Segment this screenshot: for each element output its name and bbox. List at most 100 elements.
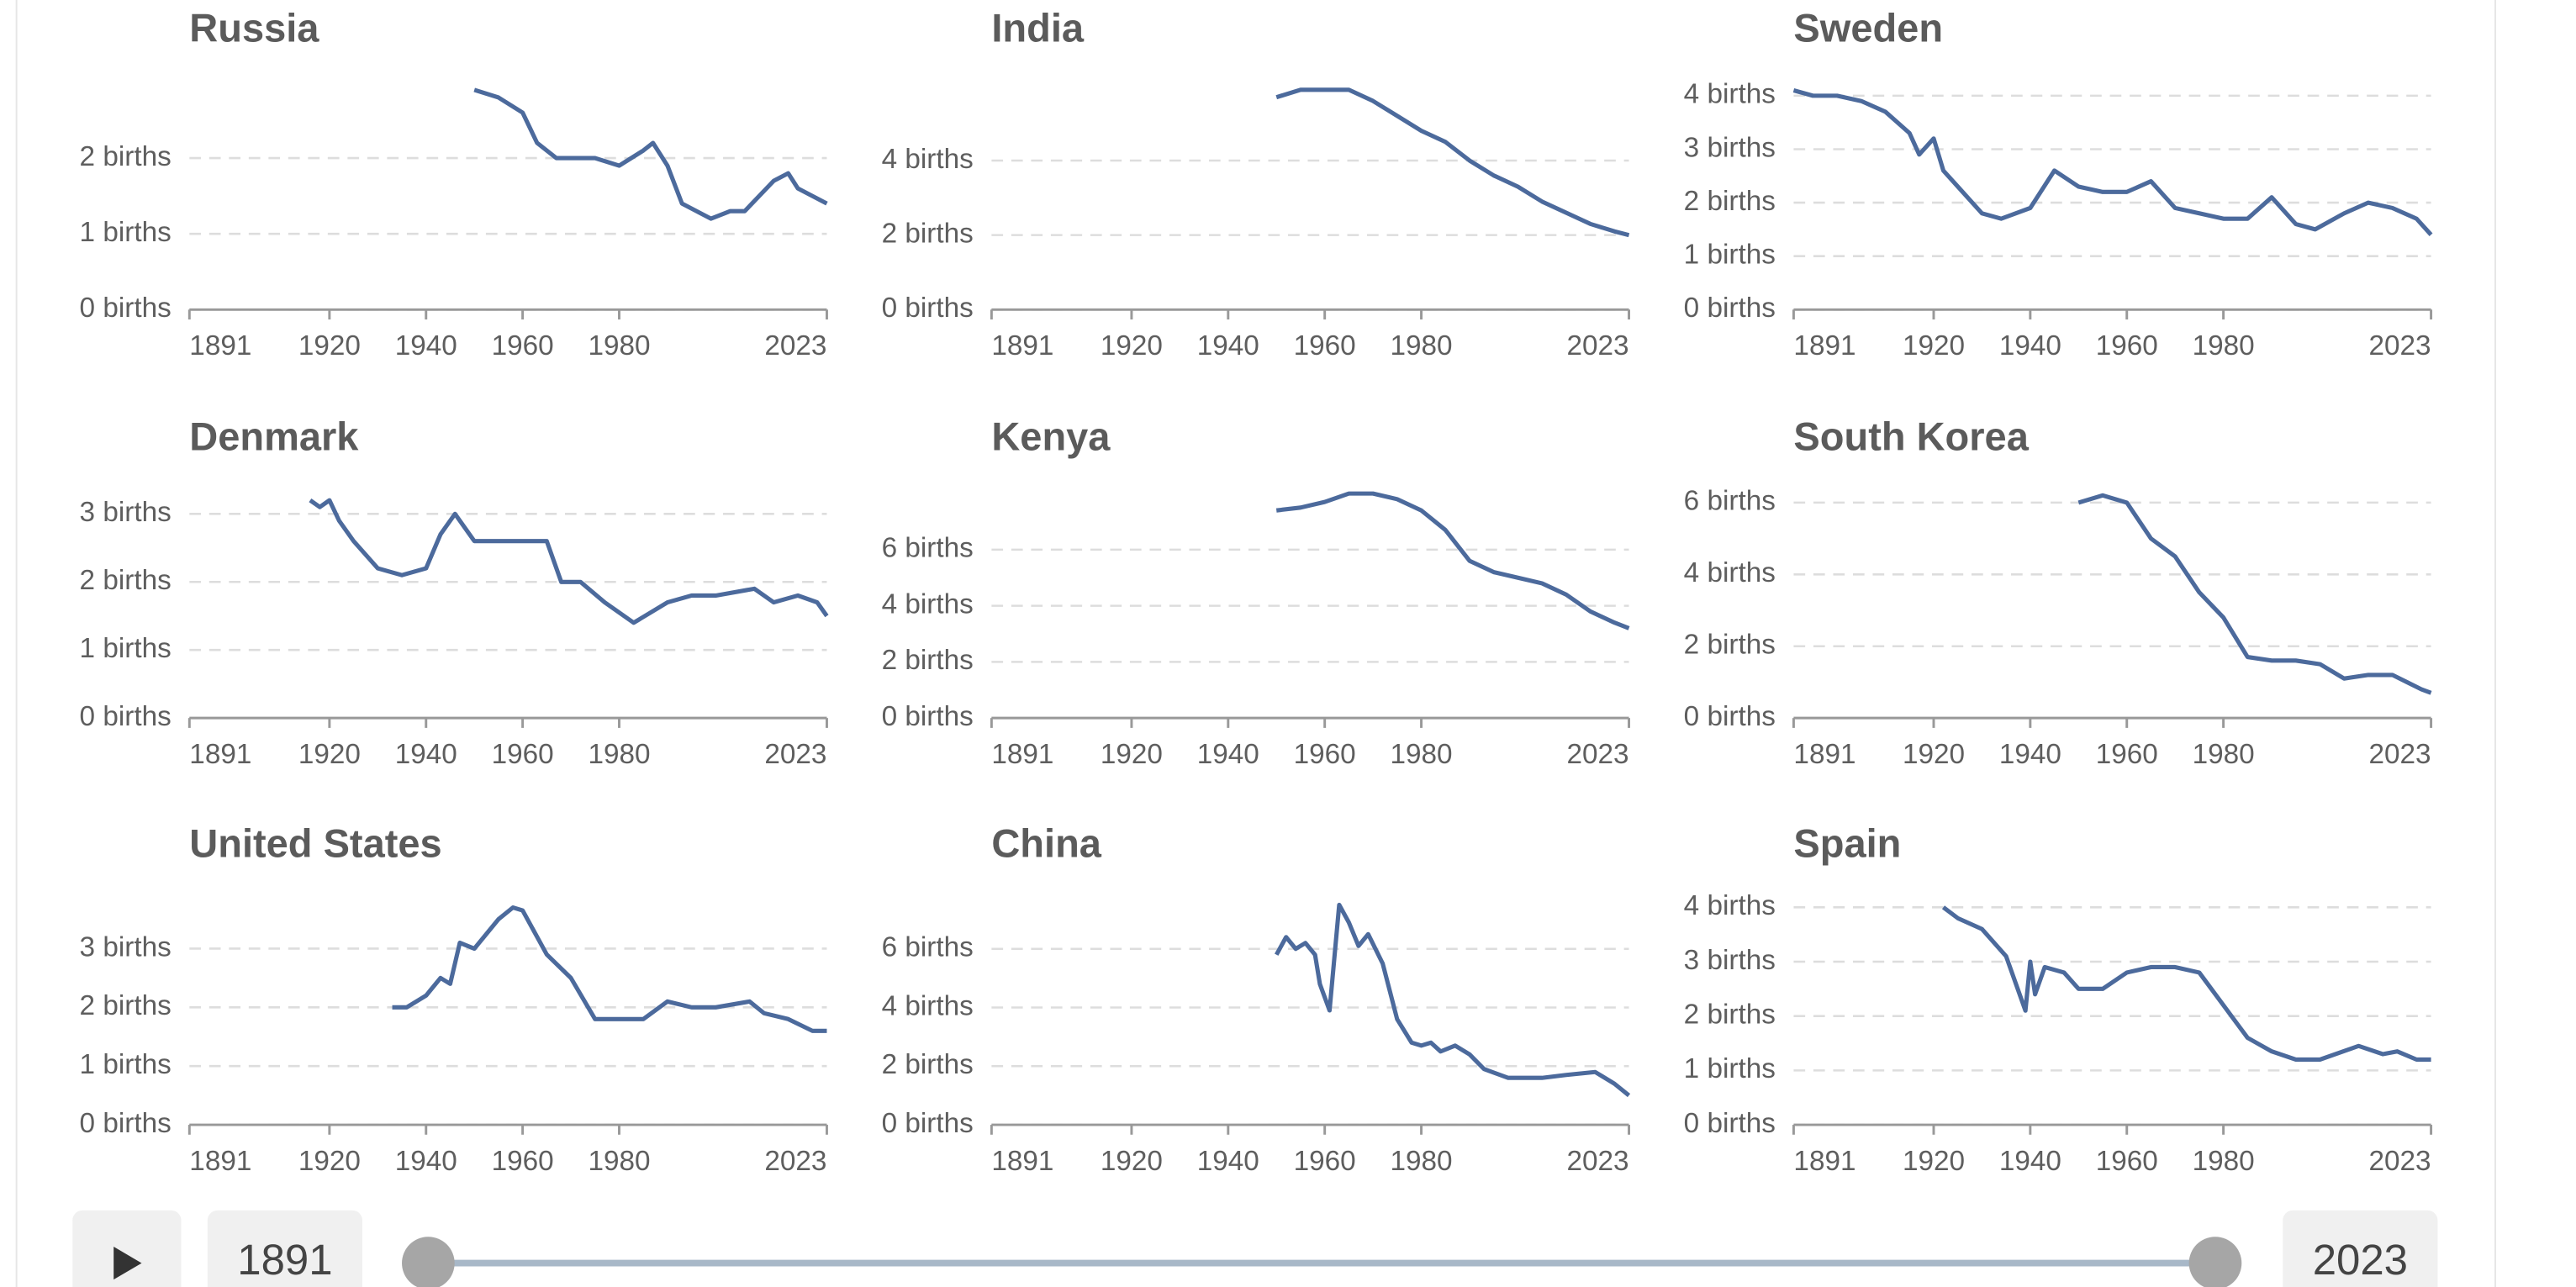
play-icon bbox=[113, 1247, 142, 1280]
y-tick-label: 2 births bbox=[1684, 186, 1776, 217]
y-tick-label: 2 births bbox=[80, 990, 172, 1021]
y-tick-label: 4 births bbox=[882, 588, 974, 620]
x-tick-label: 1891 bbox=[1793, 1146, 1855, 1177]
x-tick-label: 2023 bbox=[764, 739, 826, 770]
chart-title: India bbox=[991, 6, 1085, 50]
x-tick-label: 1920 bbox=[298, 330, 361, 361]
y-tick-label: 1 births bbox=[80, 633, 172, 664]
data-line bbox=[392, 905, 827, 1033]
chart-title: South Korea bbox=[1793, 414, 2029, 458]
y-tick-label: 0 births bbox=[80, 293, 172, 324]
x-tick-label: 1891 bbox=[991, 1146, 1053, 1177]
x-tick-label: 1920 bbox=[1903, 1146, 1965, 1177]
x-tick-label: 1920 bbox=[1101, 330, 1163, 361]
y-tick-label: 0 births bbox=[80, 701, 172, 732]
x-tick-label: 1891 bbox=[189, 1146, 251, 1177]
x-tick-label: 1920 bbox=[298, 1146, 361, 1177]
x-tick-label: 1940 bbox=[395, 1146, 457, 1177]
y-tick-label: 0 births bbox=[882, 701, 974, 732]
x-tick-label: 1960 bbox=[492, 330, 554, 361]
x-tick-label: 1920 bbox=[1903, 739, 1965, 770]
x-tick-label: 1960 bbox=[492, 1146, 554, 1177]
x-tick-label: 1980 bbox=[588, 330, 650, 361]
y-tick-label: 4 births bbox=[1684, 79, 1776, 110]
start-year: 1891 bbox=[237, 1236, 332, 1284]
x-tick-label: 1920 bbox=[1903, 330, 1965, 361]
y-tick-label: 3 births bbox=[80, 497, 172, 528]
y-tick-label: 4 births bbox=[882, 144, 974, 175]
x-tick-label: 2023 bbox=[2369, 739, 2431, 770]
start-year-box[interactable] bbox=[207, 1210, 363, 1287]
x-tick-label: 1960 bbox=[1294, 330, 1356, 361]
y-tick-label: 4 births bbox=[1684, 557, 1776, 588]
x-tick-label: 2023 bbox=[764, 330, 826, 361]
y-tick-label: 1 births bbox=[80, 217, 172, 248]
end-year-box[interactable] bbox=[2283, 1210, 2438, 1287]
chart-title: Kenya bbox=[991, 414, 1111, 458]
y-tick-label: 6 births bbox=[1684, 486, 1776, 517]
y-tick-label: 0 births bbox=[1684, 701, 1776, 732]
x-tick-label: 1960 bbox=[492, 739, 554, 770]
x-tick-label: 1891 bbox=[1793, 330, 1855, 361]
y-tick-label: 2 births bbox=[80, 141, 172, 172]
x-tick-label: 1980 bbox=[2193, 739, 2255, 770]
y-tick-label: 0 births bbox=[882, 1108, 974, 1139]
y-tick-label: 2 births bbox=[882, 1049, 974, 1080]
chart-title: Spain bbox=[1793, 820, 1901, 865]
y-tick-label: 2 births bbox=[882, 218, 974, 249]
y-tick-label: 0 births bbox=[80, 1108, 172, 1139]
data-line bbox=[1275, 87, 1630, 238]
x-tick-label: 1891 bbox=[189, 330, 251, 361]
x-tick-label: 1960 bbox=[2096, 1146, 2158, 1177]
chart-title: United States bbox=[189, 820, 441, 865]
x-tick-label: 1891 bbox=[189, 739, 251, 770]
y-tick-label: 0 births bbox=[1684, 293, 1776, 324]
x-tick-label: 1980 bbox=[2193, 330, 2255, 361]
x-tick-label: 1940 bbox=[395, 739, 457, 770]
x-tick-label: 1960 bbox=[1294, 1146, 1356, 1177]
y-tick-label: 2 births bbox=[1684, 999, 1776, 1030]
x-tick-label: 1940 bbox=[1999, 330, 2061, 361]
data-line bbox=[1792, 88, 2433, 236]
x-tick-label: 1980 bbox=[1391, 330, 1453, 361]
x-tick-label: 2023 bbox=[1566, 739, 1628, 770]
y-tick-label: 0 births bbox=[1684, 1108, 1776, 1139]
y-tick-label: 2 births bbox=[80, 565, 172, 596]
x-tick-label: 1980 bbox=[588, 739, 650, 770]
play-button[interactable] bbox=[72, 1210, 182, 1287]
x-tick-label: 2023 bbox=[2369, 330, 2431, 361]
x-tick-label: 1920 bbox=[1101, 739, 1163, 770]
y-tick-label: 3 births bbox=[1684, 945, 1776, 976]
x-tick-label: 1980 bbox=[1391, 1146, 1453, 1177]
x-tick-label: 1960 bbox=[2096, 330, 2158, 361]
x-tick-label: 1940 bbox=[395, 330, 457, 361]
slider-handle[interactable] bbox=[402, 1237, 455, 1287]
chart-title: Russia bbox=[189, 6, 319, 50]
x-tick-label: 1891 bbox=[1793, 739, 1855, 770]
x-tick-label: 2023 bbox=[2369, 1146, 2431, 1177]
x-tick-label: 1940 bbox=[1197, 330, 1259, 361]
x-tick-label: 1891 bbox=[991, 739, 1053, 770]
x-tick-label: 1940 bbox=[1999, 739, 2061, 770]
x-tick-label: 1920 bbox=[298, 739, 361, 770]
x-tick-label: 1891 bbox=[991, 330, 1053, 361]
x-tick-label: 1940 bbox=[1197, 739, 1259, 770]
timeline-controls: 1891 2023 bbox=[72, 1210, 2438, 1287]
data-line bbox=[1275, 491, 1630, 630]
y-tick-label: 6 births bbox=[882, 932, 974, 963]
y-tick-label: 2 births bbox=[1684, 630, 1776, 661]
data-line bbox=[309, 498, 829, 625]
x-tick-label: 1980 bbox=[588, 1146, 650, 1177]
y-tick-label: 4 births bbox=[882, 990, 974, 1021]
chart-title: Sweden bbox=[1793, 6, 1943, 50]
y-tick-label: 1 births bbox=[80, 1049, 172, 1080]
y-tick-label: 6 births bbox=[882, 533, 974, 564]
x-tick-label: 1940 bbox=[1197, 1146, 1259, 1177]
chart-title: China bbox=[991, 820, 1101, 865]
y-tick-label: 3 births bbox=[80, 931, 172, 963]
y-tick-label: 3 births bbox=[1684, 132, 1776, 163]
slider-handle[interactable] bbox=[2188, 1237, 2242, 1287]
end-year: 2023 bbox=[2313, 1236, 2408, 1284]
y-tick-label: 1 births bbox=[1684, 239, 1776, 270]
